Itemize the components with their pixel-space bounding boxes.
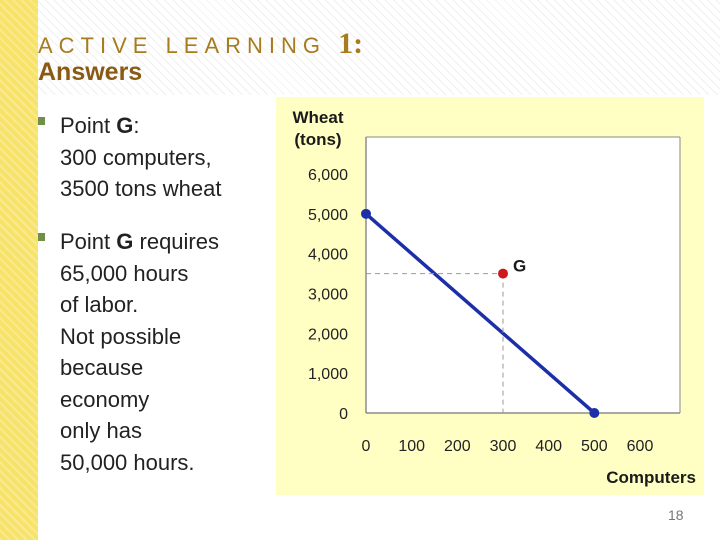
y-tick-label: 6,000: [308, 167, 348, 184]
accent-stripe: [0, 0, 38, 540]
x-tick-label: 500: [581, 438, 608, 455]
y-axis-title: Wheat: [293, 108, 344, 127]
bullet-line: economy: [60, 386, 150, 412]
header-band: [38, 0, 720, 95]
slide-number: 18: [668, 507, 684, 523]
y-tick-label: 1,000: [308, 366, 348, 383]
x-tick-label: 0: [362, 438, 371, 455]
bullet-line: 65,000 hours: [60, 260, 189, 286]
point-g-label: G: [513, 257, 526, 276]
x-tick-label: 400: [535, 438, 562, 455]
bullet-line: of labor.: [60, 292, 139, 317]
x-tick-label: 100: [398, 438, 425, 455]
x-tick-label: 600: [627, 438, 654, 455]
chart-svg: Wheat (tons) 0 1,000 2,000 3,000 4,000 5,000 6,0…: [293, 108, 697, 487]
plot-area: [366, 137, 680, 413]
bullet-line: 3500 tons wheat: [60, 176, 222, 201]
bullet-line: Point G requires: [60, 229, 219, 254]
bullet-text: Point G requires 65,000 hours of labor. …: [60, 226, 219, 478]
y-tick-label: 5,000: [308, 207, 348, 224]
x-tick-label: 200: [444, 438, 471, 455]
title-text: ACTIVE LEARNING: [38, 33, 327, 58]
title-colon: :: [353, 27, 364, 60]
data-point: [361, 208, 371, 219]
series-line: [364, 212, 596, 415]
page-subtitle: Answers: [38, 58, 143, 86]
bullet-line: Point G:: [60, 110, 221, 142]
bullet-line: Not possible: [60, 323, 182, 349]
point-g-marker: [498, 268, 508, 279]
bullet-text: Point G: 300 computers, 3500 tons wheat: [60, 110, 221, 205]
data-point: [589, 408, 600, 418]
bullet-line-point: Point G:: [60, 113, 140, 138]
title-number: 1: [338, 27, 354, 60]
bullet-marker-icon: [38, 233, 45, 241]
x-tick-label: 300: [490, 438, 517, 455]
y-tick-label: 2,000: [308, 326, 348, 343]
page-title: ACTIVE LEARNING 1:: [38, 27, 363, 61]
y-axis-title: (tons): [294, 130, 341, 149]
ppf-chart: Wheat (tons) 0 1,000 2,000 3,000 4,000 5,000 6,0…: [276, 97, 704, 495]
y-tick-label: 0: [339, 406, 348, 423]
bullet-marker-icon: [38, 117, 45, 125]
bullet-line: 300 computers,: [60, 144, 212, 170]
bullet-line: 50,000 hours.: [60, 449, 195, 475]
x-axis-title: Computers: [606, 468, 696, 487]
bullet-line: because: [60, 355, 144, 380]
y-tick-label: 4,000: [308, 247, 348, 264]
bullet-line: only has: [60, 418, 142, 443]
y-tick-label: 3,000: [308, 287, 348, 304]
